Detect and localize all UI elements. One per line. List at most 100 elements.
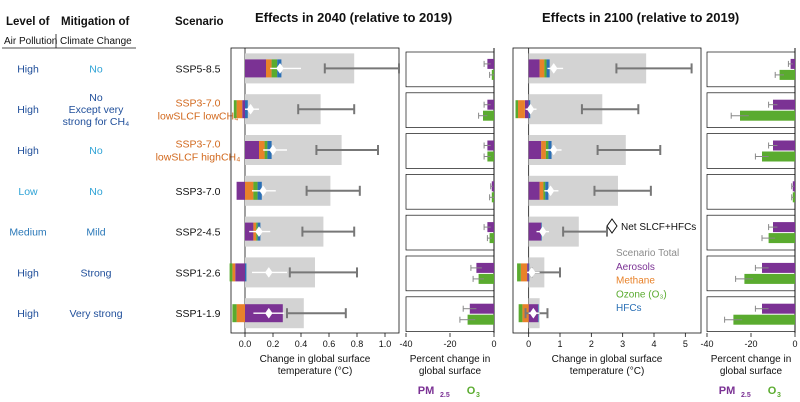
legend-pm25: PM — [719, 385, 736, 397]
row-scenario-1-0: SSP3-7.0 — [176, 98, 221, 110]
x-tick-label: -40 — [700, 339, 713, 349]
legend-o3-sub: 3 — [777, 392, 781, 399]
bar-methane — [236, 100, 243, 119]
x-axis-label: global surface — [720, 366, 783, 377]
bar-ozone — [232, 304, 237, 323]
x-tick-label: 0.8 — [351, 339, 364, 349]
bar-ozone — [517, 263, 521, 282]
legend-item-2: Methane — [616, 276, 655, 287]
row-box — [405, 255, 495, 292]
bar-methane — [541, 141, 546, 159]
bar-ozone — [515, 100, 519, 119]
row-box — [706, 174, 796, 210]
bar-ozone — [229, 263, 233, 282]
net-diamond — [259, 185, 268, 197]
x-tick-label: 0.6 — [323, 339, 336, 349]
row-scenario-2-0: SSP3-7.0 — [176, 139, 221, 151]
x-tick-label: -20 — [744, 339, 757, 349]
row-climate-5-0: Strong — [81, 267, 112, 279]
header-scenario: Scenario — [175, 16, 224, 28]
row-air-0: High — [17, 63, 39, 75]
row-air-4: Medium — [9, 227, 47, 239]
bar-aerosols — [528, 141, 542, 159]
net-diamond — [269, 144, 277, 156]
legend-item-0: Scenario Total — [616, 248, 679, 259]
bar-o3 — [483, 110, 494, 121]
row-box — [405, 214, 495, 251]
panel-frame — [512, 47, 702, 334]
x-tick-label: 5 — [683, 339, 688, 349]
row-box — [405, 174, 495, 210]
row-air-2: High — [17, 145, 39, 157]
panel-temp2100: 0 1 2 3 4 5 Change in global surfacetemperatur… — [512, 47, 702, 377]
x-tick-label: -40 — [399, 339, 412, 349]
x-tick-label: 2 — [589, 339, 594, 349]
bar-o3 — [779, 69, 795, 80]
row-box — [405, 51, 495, 88]
bar-o3 — [733, 314, 795, 325]
x-axis-label: Percent change in — [711, 354, 792, 365]
legend-net-label: Net SLCF+HFCs — [621, 222, 696, 233]
row-box — [405, 133, 495, 169]
row-box — [706, 296, 796, 332]
row-box — [706, 255, 796, 292]
net-diamond — [549, 62, 558, 74]
header-air-pollution: Air Pollution — [4, 36, 57, 47]
x-axis-label: Change in global surface — [552, 354, 663, 365]
row-climate-0-0: No — [89, 63, 103, 75]
x-axis-label: temperature (°C) — [278, 366, 353, 377]
x-tick-label: 0 — [526, 339, 531, 349]
net-diamond — [546, 185, 555, 197]
row-climate-3-0: No — [89, 186, 103, 198]
x-tick-label: 1.0 — [379, 339, 392, 349]
row-box — [405, 92, 495, 128]
panels: 0.0 0.2 0.4 0.6 0.8 1.0 Change in global surfa… — [229, 47, 798, 399]
x-axis-label: Percent change in — [410, 354, 491, 365]
net-diamond — [529, 307, 538, 319]
row-scenario-3-0: SSP3-7.0 — [176, 186, 221, 198]
bar-ozone — [544, 59, 547, 78]
row-box — [706, 214, 796, 251]
x-axis-label: Change in global surface — [260, 354, 371, 365]
row-scenario-4-0: SSP2-4.5 — [176, 227, 221, 239]
net-diamond — [538, 226, 547, 238]
net-diamond — [526, 103, 535, 115]
net-diamond — [276, 62, 284, 74]
x-tick-label: 0 — [792, 339, 797, 349]
row-box — [706, 51, 796, 88]
x-tick-label: -20 — [443, 339, 456, 349]
row-scenario-0-0: SSP5-8.5 — [176, 63, 221, 75]
bar-methane — [518, 100, 525, 119]
legend-pm25-sub: 2.5 — [440, 392, 450, 399]
bar-methane — [259, 141, 265, 159]
x-tick-label: 0.0 — [239, 339, 252, 349]
x-tick-label: 0.2 — [267, 339, 280, 349]
bar-aerosols — [235, 263, 245, 282]
row-climate-1-0: No — [89, 92, 103, 104]
title-2100: Effects in 2100 (relative to 2019) — [542, 10, 739, 25]
row-box — [706, 92, 796, 128]
x-tick-label: 4 — [651, 339, 656, 349]
legend-item-1: Aerosols — [616, 262, 655, 273]
net-diamond — [549, 144, 558, 156]
bar-pm25 — [773, 140, 795, 151]
x-axis-label: temperature (°C) — [570, 366, 645, 377]
net-diamond — [527, 266, 536, 278]
row-box — [706, 133, 796, 169]
row-climate-4-0: Mild — [86, 227, 105, 239]
net-diamond — [246, 103, 255, 115]
x-axis-label: global surface — [419, 366, 482, 377]
bar-aerosols — [245, 141, 259, 159]
bar-methane — [520, 263, 528, 282]
legend-item-3: Ozone (O₃) — [616, 289, 667, 300]
net-diamond — [264, 307, 273, 319]
net-diamond — [255, 226, 263, 238]
net-diamond — [264, 266, 273, 278]
legend-item-4: HFCs — [616, 303, 642, 314]
bar-pm25 — [773, 222, 795, 233]
bar-aerosols — [528, 59, 540, 78]
